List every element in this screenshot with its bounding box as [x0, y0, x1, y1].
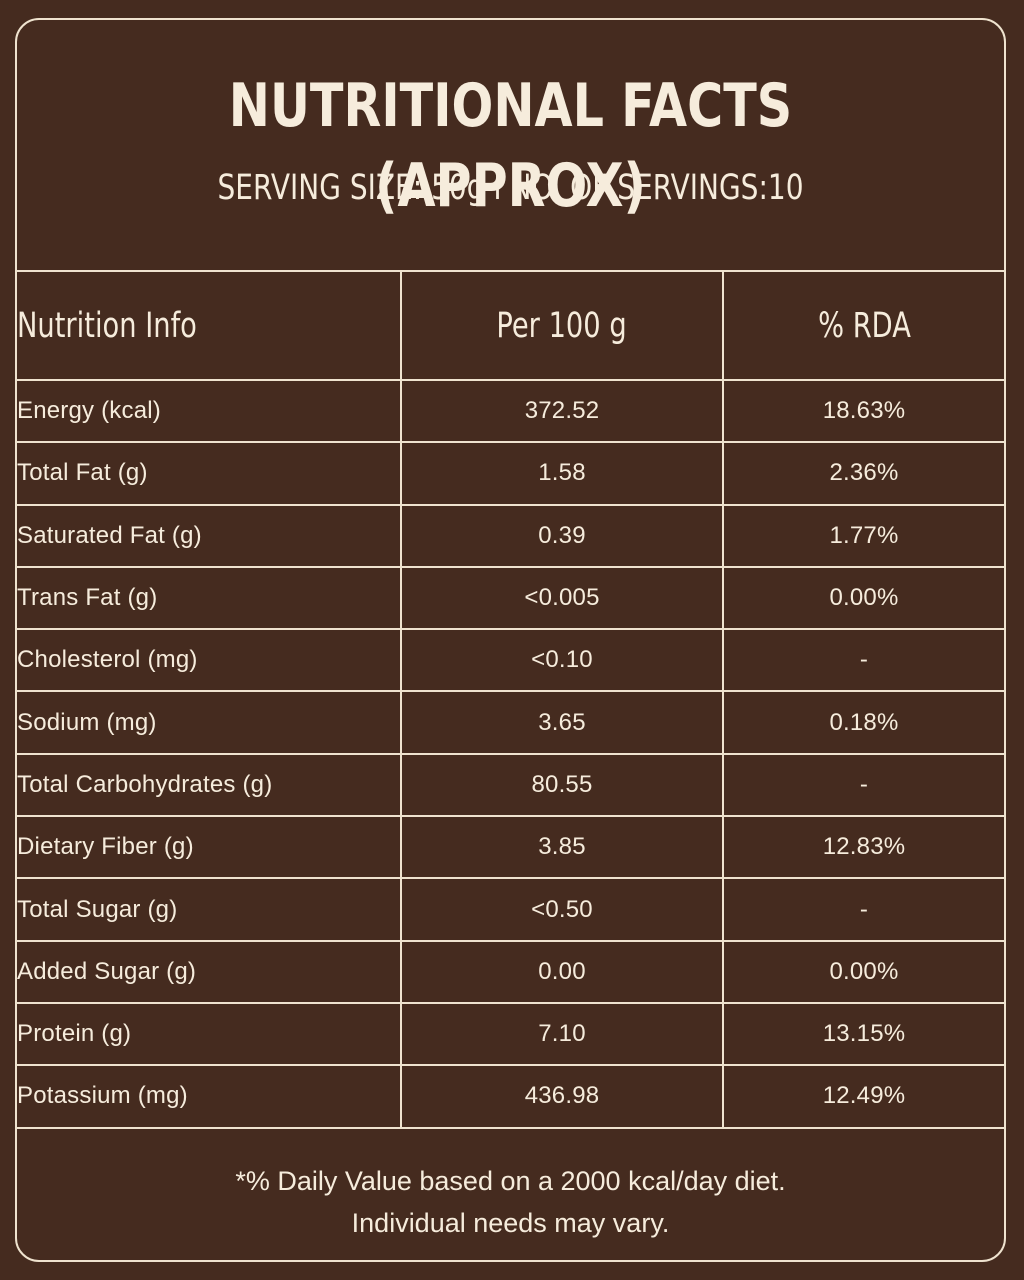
- per-100g-value: 3.85: [400, 815, 724, 880]
- table-row: Energy (kcal) 372.52 18.63%: [17, 378, 1004, 444]
- table-row: Sodium (mg) 3.65 0.18%: [17, 690, 1004, 755]
- table-row: Total Fat (g) 1.58 2.36%: [17, 441, 1004, 506]
- table-body: Energy (kcal) 372.52 18.63% Total Fat (g…: [17, 378, 1004, 1129]
- rda-value: 18.63%: [722, 378, 1004, 444]
- table-row: Total Carbohydrates (g) 80.55 -: [17, 752, 1004, 818]
- per-100g-value: 7.10: [400, 1001, 724, 1067]
- page-title: NUTRITIONAL FACTS (APPROX): [228, 71, 793, 221]
- nutrient-name: Dietary Fiber (g): [17, 815, 402, 880]
- nutrition-panel: NUTRITIONAL FACTS (APPROX) SERVING SIZE:…: [15, 18, 1006, 1262]
- table-row: Cholesterol (mg) <0.10 -: [17, 628, 1004, 693]
- rda-value: -: [722, 628, 1004, 693]
- column-header-per-100g: Per 100 g: [400, 270, 724, 381]
- table-row: Potassium (mg) 436.98 12.49%: [17, 1064, 1004, 1129]
- rda-value: 0.00%: [722, 565, 1004, 631]
- rda-value: 1.77%: [722, 503, 1004, 568]
- per-100g-value: 0.00: [400, 939, 724, 1004]
- column-header-rda: % RDA: [722, 270, 1004, 381]
- rda-value: 0.18%: [722, 690, 1004, 755]
- rda-value: 2.36%: [722, 441, 1004, 506]
- nutrient-name: Total Sugar (g): [17, 877, 402, 942]
- per-100g-value: <0.10: [400, 628, 724, 693]
- serving-info: SERVING SIZE: 50g I NO. OF SERVINGS:10: [217, 168, 804, 208]
- rda-value: -: [722, 877, 1004, 942]
- per-100g-value: 436.98: [400, 1064, 724, 1129]
- rda-value: 12.83%: [722, 815, 1004, 880]
- nutrient-name: Protein (g): [17, 1001, 402, 1067]
- rda-value: 0.00%: [722, 939, 1004, 1004]
- per-100g-value: 1.58: [400, 441, 724, 506]
- per-100g-value: 3.65: [400, 690, 724, 755]
- nutrient-name: Potassium (mg): [17, 1064, 402, 1129]
- footnote-line-1: *% Daily Value based on a 2000 kcal/day …: [235, 1166, 786, 1196]
- column-header-nutrition-info: Nutrition Info: [17, 270, 402, 381]
- per-100g-value: 0.39: [400, 503, 724, 568]
- per-100g-value: 372.52: [400, 378, 724, 444]
- table-row: Dietary Fiber (g) 3.85 12.83%: [17, 815, 1004, 880]
- per-100g-value: <0.50: [400, 877, 724, 942]
- rda-value: -: [722, 752, 1004, 818]
- per-100g-value: 80.55: [400, 752, 724, 818]
- nutrient-name: Total Fat (g): [17, 441, 402, 506]
- nutrient-name: Added Sugar (g): [17, 939, 402, 1004]
- table-row: Added Sugar (g) 0.00 0.00%: [17, 939, 1004, 1004]
- footnote-line-2: Individual needs may vary.: [351, 1208, 670, 1238]
- panel-header: NUTRITIONAL FACTS (APPROX) SERVING SIZE:…: [17, 20, 1004, 270]
- nutrient-name: Saturated Fat (g): [17, 503, 402, 568]
- table-row: Total Sugar (g) <0.50 -: [17, 877, 1004, 942]
- table-row: Saturated Fat (g) 0.39 1.77%: [17, 503, 1004, 568]
- footnote: *% Daily Value based on a 2000 kcal/day …: [17, 1160, 1004, 1244]
- nutrient-name: Total Carbohydrates (g): [17, 752, 402, 818]
- nutrient-name: Cholesterol (mg): [17, 628, 402, 693]
- nutrient-name: Trans Fat (g): [17, 565, 402, 631]
- table-header-row: Nutrition Info Per 100 g % RDA: [17, 270, 1004, 381]
- rda-value: 13.15%: [722, 1001, 1004, 1067]
- nutrient-name: Energy (kcal): [17, 378, 402, 444]
- per-100g-value: <0.005: [400, 565, 724, 631]
- table-row: Protein (g) 7.10 13.15%: [17, 1001, 1004, 1067]
- table-row: Trans Fat (g) <0.005 0.00%: [17, 565, 1004, 631]
- rda-value: 12.49%: [722, 1064, 1004, 1129]
- nutrient-name: Sodium (mg): [17, 690, 402, 755]
- nutrition-table: Nutrition Info Per 100 g % RDA Energy (k…: [17, 270, 1004, 1129]
